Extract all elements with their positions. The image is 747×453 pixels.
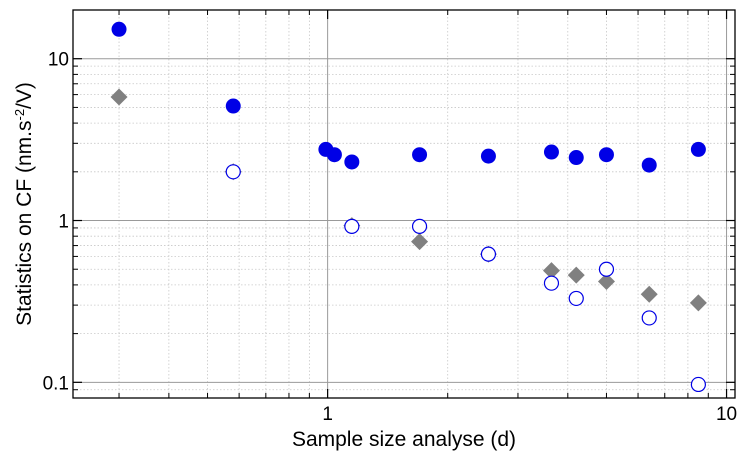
tick-labels: 1 10 0.1 1 10	[43, 50, 738, 425]
data-point-open-circle	[641, 310, 657, 326]
data-point-filled-circle	[225, 98, 241, 114]
data-point-filled-circle	[412, 147, 428, 163]
x-axis-title: Sample size analyse (d)	[292, 428, 516, 451]
data-point-open-circle	[344, 218, 360, 234]
y-tick-label: 10	[48, 50, 69, 71]
data-point-filled-circle	[690, 141, 706, 157]
data-point-filled-circle	[480, 148, 496, 164]
data-point-open-circle	[598, 261, 615, 277]
y-tick-label: 0.1	[43, 373, 69, 394]
data-point-open-circle	[411, 218, 428, 234]
data-point-filled-diamond	[110, 88, 128, 106]
data-point-open-circle	[480, 246, 497, 262]
data-point-open-circle	[225, 164, 241, 180]
data-point-filled-diamond	[542, 262, 560, 280]
data-point-filled-circle	[344, 154, 360, 170]
data-point-filled-circle	[326, 147, 342, 163]
x-tick-label: 1	[322, 404, 333, 425]
data-point-filled-diamond	[411, 233, 429, 251]
y-axis-title-main: Statistics on CF (nm.s	[13, 121, 36, 326]
y-axis-title-superscript: -2	[12, 109, 27, 121]
data-point-filled-diamond	[597, 272, 615, 290]
data-point-open-circle	[543, 275, 560, 291]
y-axis-title: Statistics on CF (nm.s-2/V)	[12, 82, 37, 326]
plot-frame	[72, 9, 736, 399]
data-point-filled-circle	[641, 157, 657, 173]
data-point-filled-circle	[598, 147, 614, 163]
y-axis-title-unit: /V)	[13, 82, 36, 109]
major-grid	[73, 10, 735, 398]
minor-grid	[73, 10, 735, 398]
data-point-filled-diamond	[567, 266, 585, 284]
data-point-open-circle	[690, 376, 706, 393]
data-point-filled-diamond	[640, 285, 658, 303]
data-markers	[110, 21, 707, 393]
axis-ticks	[73, 10, 735, 398]
data-point-filled-diamond	[689, 294, 707, 312]
data-point-filled-circle	[568, 150, 584, 166]
data-point-filled-circle	[543, 144, 559, 160]
y-tick-label: 1	[58, 212, 69, 233]
data-point-filled-circle	[111, 21, 127, 37]
x-tick-label: 10	[716, 404, 737, 425]
data-point-open-circle	[568, 290, 584, 307]
